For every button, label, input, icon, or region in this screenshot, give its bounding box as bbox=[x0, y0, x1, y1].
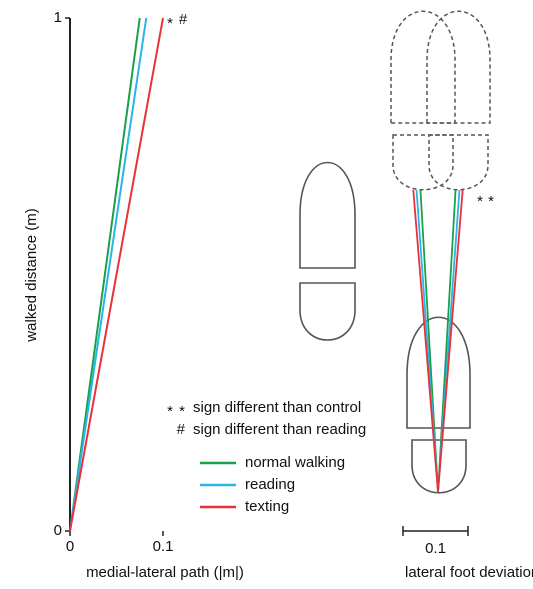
y-tick-label: 0 bbox=[54, 522, 62, 539]
dashed-footprint-toe bbox=[427, 11, 490, 123]
deviation-line bbox=[438, 190, 463, 492]
footprint-toe bbox=[300, 163, 355, 269]
dashed-footprint-heel bbox=[429, 135, 488, 190]
dashed-footprint-heel bbox=[393, 135, 453, 190]
note-text: sign different than control bbox=[193, 399, 361, 416]
note-symbol: # bbox=[177, 421, 186, 438]
scale-bar-label: 0.1 bbox=[425, 540, 446, 557]
x-axis-label: lateral foot deviation (|m|) bbox=[405, 564, 533, 581]
y-tick-label: 1 bbox=[54, 9, 62, 26]
y-axis-label: walked distance (m) bbox=[23, 208, 40, 342]
annotation: * bbox=[488, 193, 494, 210]
series-line bbox=[70, 18, 163, 531]
footprint-heel bbox=[300, 283, 355, 340]
annotation: * bbox=[477, 193, 483, 210]
deviation-line bbox=[413, 190, 438, 492]
annotation: # bbox=[179, 11, 188, 28]
x-tick-label: 0.1 bbox=[153, 538, 174, 555]
figure: walked distance (m) medial-lateral path … bbox=[0, 0, 533, 589]
annotation: * bbox=[167, 15, 173, 32]
series-line bbox=[70, 18, 146, 531]
note-symbol: * bbox=[167, 403, 173, 420]
legend-label: texting bbox=[245, 498, 289, 515]
x-axis-label: medial-lateral path (|m|) bbox=[86, 564, 244, 581]
note-symbol: * bbox=[179, 403, 185, 420]
note-text: sign different than reading bbox=[193, 421, 366, 438]
dashed-footprint-toe bbox=[391, 11, 455, 123]
x-tick-label: 0 bbox=[66, 538, 74, 555]
footprint-toe bbox=[407, 317, 470, 428]
legend-label: reading bbox=[245, 476, 295, 493]
legend-label: normal walking bbox=[245, 454, 345, 471]
